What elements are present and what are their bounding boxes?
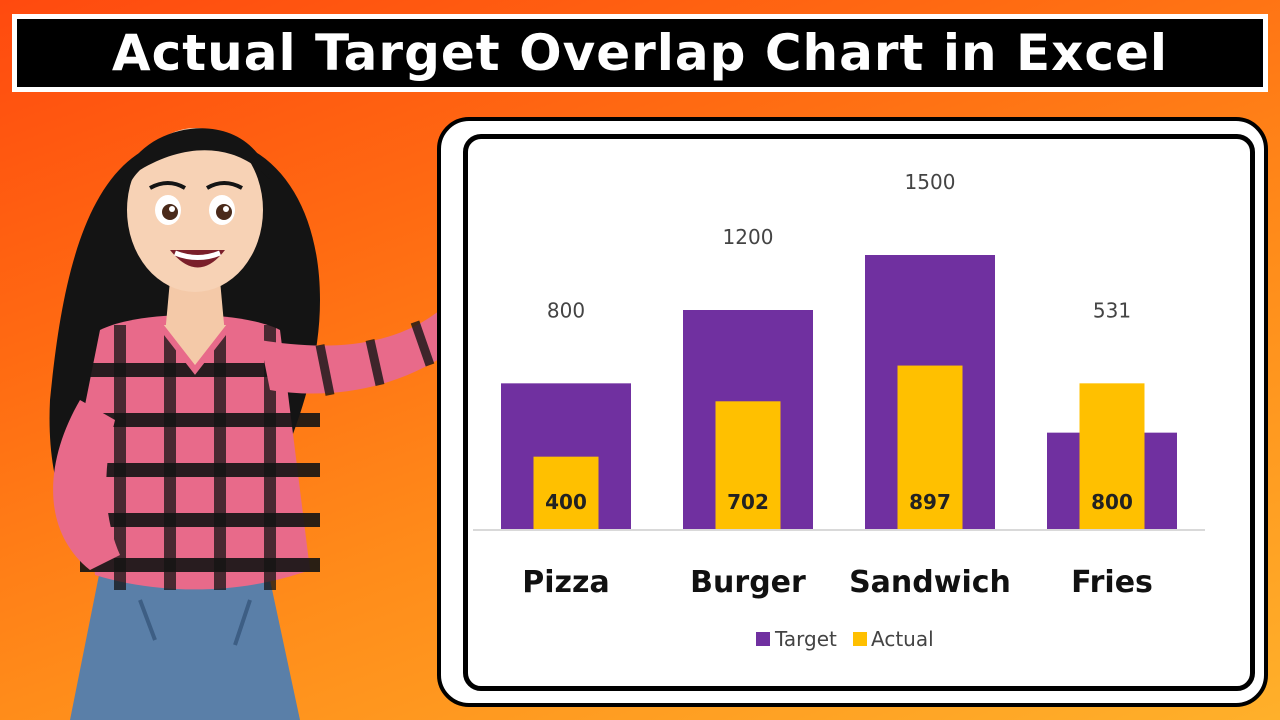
actual-data-label: 897: [909, 490, 951, 514]
actual-bar-burger: [715, 401, 781, 530]
category-tick-label: Burger: [690, 565, 806, 600]
actual-bar-fries: [1079, 383, 1145, 530]
category-tick-label: Fries: [1071, 565, 1153, 600]
target-data-label: 1200: [723, 225, 774, 249]
actual-data-label: 702: [727, 490, 769, 514]
target-data-label: 800: [547, 298, 585, 322]
presenter-illustration: [49, 128, 557, 720]
legend-label-target: Target: [774, 627, 837, 651]
actual-bar-sandwich: [897, 365, 963, 530]
actual-data-label: 400: [545, 490, 587, 514]
title-bar: Actual Target Overlap Chart in Excel: [12, 14, 1268, 92]
category-tick-label: Pizza: [522, 565, 609, 600]
page-title: Actual Target Overlap Chart in Excel: [111, 24, 1169, 82]
target-data-label: 531: [1093, 298, 1131, 322]
overlap-bar-chart: 800 400 Pizza 1200 702 Burger 1500 897 Sandwich 5…: [473, 170, 1205, 651]
legend-swatch-target: [756, 632, 770, 646]
legend-label-actual: Actual: [871, 627, 934, 651]
category-tick-label: Sandwich: [849, 565, 1011, 600]
actual-data-label: 800: [1091, 490, 1133, 514]
target-data-label: 1500: [905, 170, 956, 194]
legend-swatch-actual: [853, 632, 867, 646]
actual-bar-pizza: [533, 456, 599, 530]
